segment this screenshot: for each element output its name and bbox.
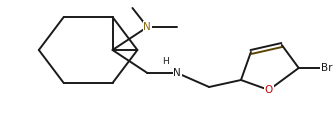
Text: Br: Br xyxy=(321,63,332,73)
Text: H: H xyxy=(162,56,169,66)
Text: O: O xyxy=(265,85,273,95)
Text: N: N xyxy=(143,22,151,32)
Text: N: N xyxy=(174,68,181,78)
